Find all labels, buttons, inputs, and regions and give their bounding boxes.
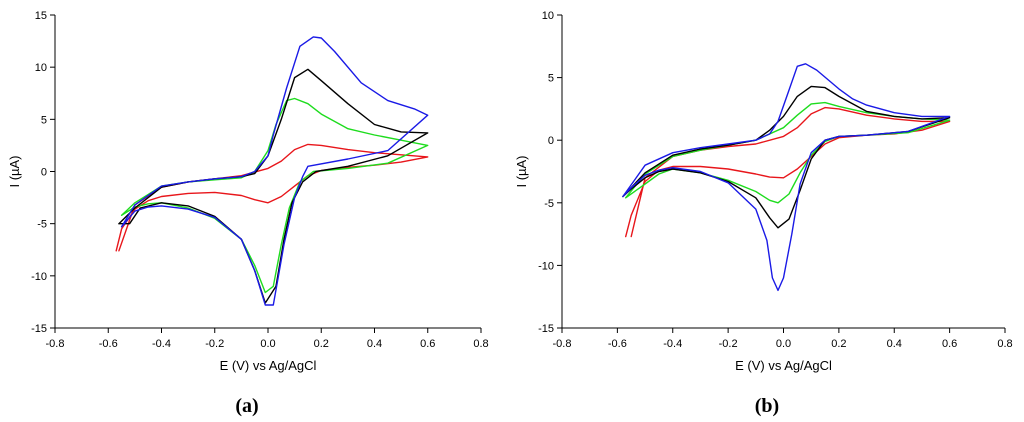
x-axis-title: E (V) vs Ag/AgCl (220, 358, 317, 373)
cv-curve-red (115, 143, 429, 252)
y-tick-label: -5 (544, 198, 554, 210)
x-tick-label: 0.4 (367, 338, 382, 350)
x-tick-label: -0.2 (719, 338, 738, 350)
x-tick-label: -0.6 (99, 338, 118, 350)
x-tick-label: 0.0 (776, 338, 791, 350)
y-tick-label: 0 (41, 167, 47, 179)
x-tick-label: -0.8 (553, 338, 572, 350)
x-tick-label: -0.4 (152, 338, 171, 350)
x-tick-label: -0.2 (205, 338, 224, 350)
chart-panel-0: -0.8 -0.6 -0.4 -0.2 0.0 0.2 0.4 0.6 0.8 -15 -10 -5 0… (7, 10, 489, 417)
y-tick-label: -5 (37, 219, 47, 231)
cv-curve-blue (120, 36, 429, 306)
x-tick-label: 0.4 (887, 338, 902, 350)
x-tick-label: -0.4 (663, 338, 682, 350)
y-tick-label: 5 (548, 73, 554, 85)
cv-curve-red (625, 106, 951, 238)
x-tick-label: 0.6 (942, 338, 957, 350)
x-tick-label: 0.2 (314, 338, 329, 350)
y-tick-label: -15 (538, 323, 554, 335)
x-tick-label: -0.6 (608, 338, 627, 350)
y-tick-label: -10 (31, 271, 47, 283)
y-tick-label: -10 (538, 260, 554, 272)
panel-label: (a) (235, 395, 258, 417)
cv-curve-blue (622, 63, 951, 292)
x-tick-label: 0.8 (997, 338, 1012, 350)
x-tick-label: 0.6 (420, 338, 435, 350)
panel-label: (b) (755, 395, 779, 417)
x-tick-label: 0.8 (473, 338, 488, 350)
y-tick-label: -15 (31, 323, 47, 335)
y-axis-title: I (µA) (514, 155, 529, 187)
y-tick-label: 10 (35, 62, 47, 74)
x-tick-label: 0.0 (260, 338, 275, 350)
y-axis-title: I (µA) (7, 155, 22, 187)
chart-panel-1: -0.8 -0.6 -0.4 -0.2 0.0 0.2 0.4 0.6 0.8 -15 -10 -5 0… (514, 10, 1013, 417)
y-tick-label: 10 (542, 10, 554, 22)
x-axis-title: E (V) vs Ag/AgCl (735, 358, 832, 373)
y-tick-label: 0 (548, 135, 554, 147)
x-tick-label: -0.8 (46, 338, 65, 350)
y-tick-label: 15 (35, 10, 47, 22)
x-tick-label: 0.2 (831, 338, 846, 350)
y-tick-label: 5 (41, 114, 47, 126)
